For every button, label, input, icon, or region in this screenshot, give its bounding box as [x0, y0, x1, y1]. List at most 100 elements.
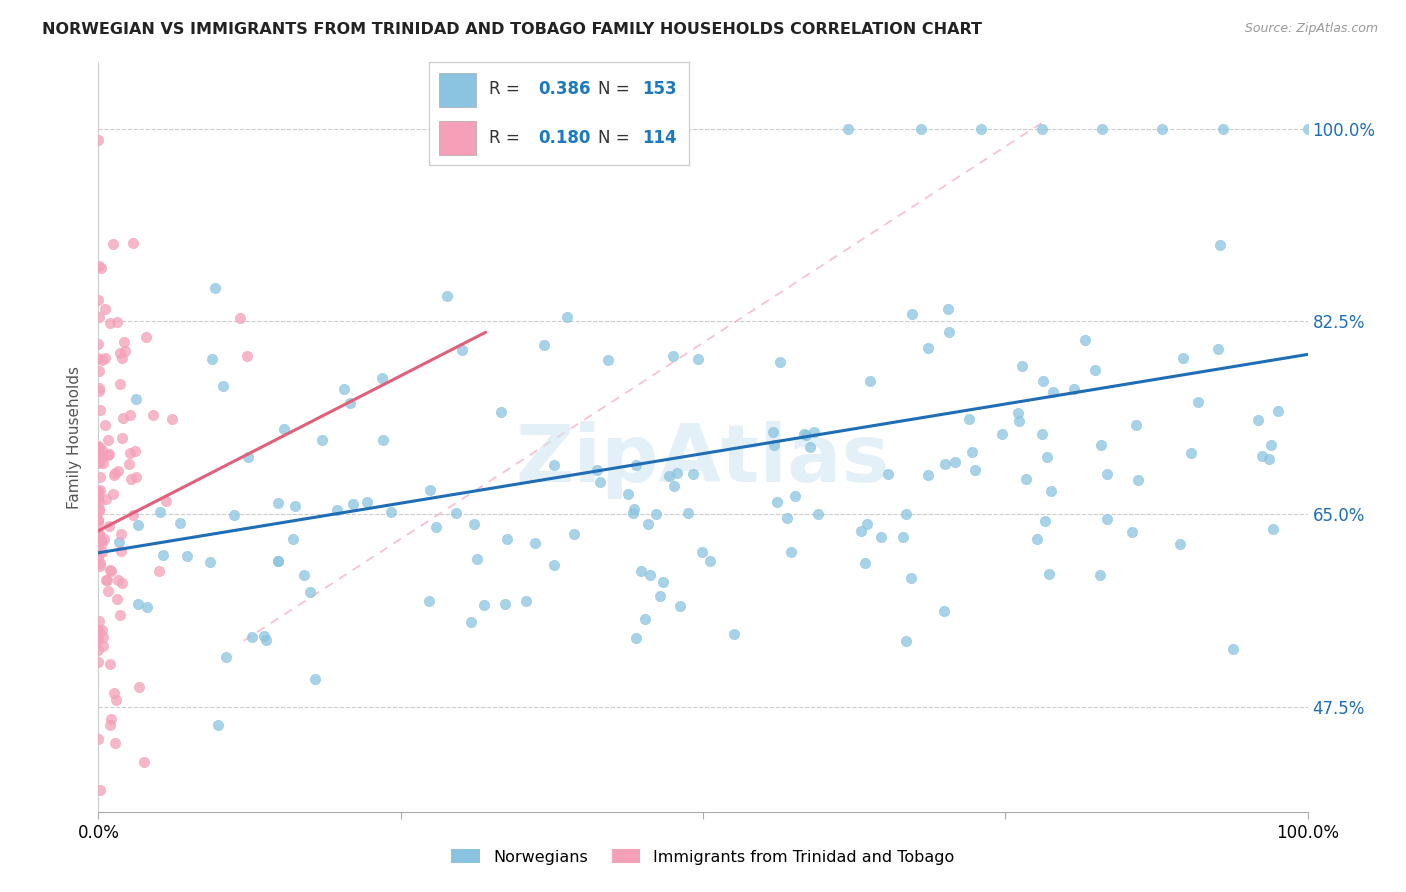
- Point: [463, 517, 485, 532]
- Point: [496, 533, 519, 547]
- Point: [1261, 522, 1284, 536]
- Point: [128, 680, 150, 694]
- Point: [380, 505, 402, 519]
- Point: [152, 549, 174, 563]
- Point: [624, 458, 647, 472]
- Text: Source: ZipAtlas.com: Source: ZipAtlas.com: [1244, 22, 1378, 36]
- Point: [666, 467, 689, 481]
- Point: [87, 490, 110, 504]
- Point: [776, 511, 799, 525]
- Point: [121, 508, 143, 523]
- Point: [132, 756, 155, 770]
- Point: [100, 563, 122, 577]
- Text: 0.386: 0.386: [538, 80, 591, 98]
- Point: [1032, 374, 1054, 388]
- Point: [489, 405, 512, 419]
- Point: [425, 519, 447, 533]
- FancyBboxPatch shape: [439, 73, 475, 106]
- Point: [436, 289, 458, 303]
- Text: NORWEGIAN VS IMMIGRANTS FROM TRINIDAD AND TOBAGO FAMILY HOUSEHOLDS CORRELATION C: NORWEGIAN VS IMMIGRANTS FROM TRINIDAD AN…: [42, 22, 983, 37]
- Point: [100, 712, 122, 726]
- Point: [304, 672, 326, 686]
- Point: [105, 314, 128, 328]
- Point: [89, 470, 111, 484]
- Point: [114, 344, 136, 359]
- Point: [652, 574, 675, 589]
- Point: [104, 466, 127, 480]
- Point: [284, 499, 307, 513]
- Point: [110, 527, 132, 541]
- Point: [97, 584, 120, 599]
- Point: [598, 353, 620, 368]
- Point: [1063, 383, 1085, 397]
- Point: [87, 513, 110, 527]
- Point: [494, 597, 516, 611]
- Point: [89, 483, 111, 498]
- Point: [122, 235, 145, 250]
- Point: [91, 630, 114, 644]
- Point: [224, 508, 246, 522]
- Point: [87, 456, 110, 470]
- Point: [762, 425, 785, 439]
- Point: [837, 121, 859, 136]
- Y-axis label: Family Households: Family Households: [67, 366, 83, 508]
- Point: [1152, 121, 1174, 136]
- Point: [111, 351, 134, 366]
- Point: [124, 444, 146, 458]
- Point: [108, 376, 131, 391]
- Point: [89, 501, 111, 516]
- Point: [723, 627, 745, 641]
- Point: [624, 631, 647, 645]
- Point: [87, 495, 110, 509]
- Point: [638, 568, 661, 582]
- Point: [793, 426, 815, 441]
- Point: [89, 403, 111, 417]
- Point: [118, 408, 141, 422]
- Point: [89, 444, 111, 458]
- Point: [292, 568, 315, 582]
- Point: [633, 612, 655, 626]
- Point: [588, 475, 610, 489]
- Point: [87, 614, 110, 628]
- Point: [91, 456, 114, 470]
- Point: [1209, 238, 1232, 252]
- Point: [107, 464, 129, 478]
- Point: [120, 472, 142, 486]
- Point: [515, 594, 537, 608]
- Point: [1180, 445, 1202, 459]
- Point: [87, 623, 110, 637]
- Point: [676, 506, 699, 520]
- Point: [1121, 525, 1143, 540]
- Point: [1026, 532, 1049, 546]
- Point: [87, 526, 110, 541]
- Point: [87, 550, 110, 565]
- Point: [474, 599, 496, 613]
- Point: [356, 494, 378, 508]
- Point: [1031, 426, 1053, 441]
- Point: [98, 718, 121, 732]
- Text: ZipAtlas: ZipAtlas: [516, 420, 890, 499]
- Point: [100, 564, 122, 578]
- Point: [1125, 417, 1147, 432]
- Point: [661, 350, 683, 364]
- Point: [936, 302, 959, 317]
- Point: [991, 426, 1014, 441]
- Point: [198, 555, 221, 569]
- Point: [87, 624, 110, 639]
- Point: [212, 378, 235, 392]
- Point: [87, 513, 110, 527]
- Point: [96, 573, 118, 587]
- Point: [91, 544, 114, 558]
- Point: [460, 615, 482, 630]
- Text: 114: 114: [643, 129, 676, 147]
- Point: [960, 444, 983, 458]
- Point: [299, 585, 322, 599]
- Point: [932, 604, 955, 618]
- Point: [90, 442, 112, 457]
- Point: [965, 463, 987, 477]
- Point: [87, 452, 110, 467]
- Point: [114, 334, 136, 349]
- Point: [103, 685, 125, 699]
- Point: [896, 633, 918, 648]
- Point: [616, 487, 638, 501]
